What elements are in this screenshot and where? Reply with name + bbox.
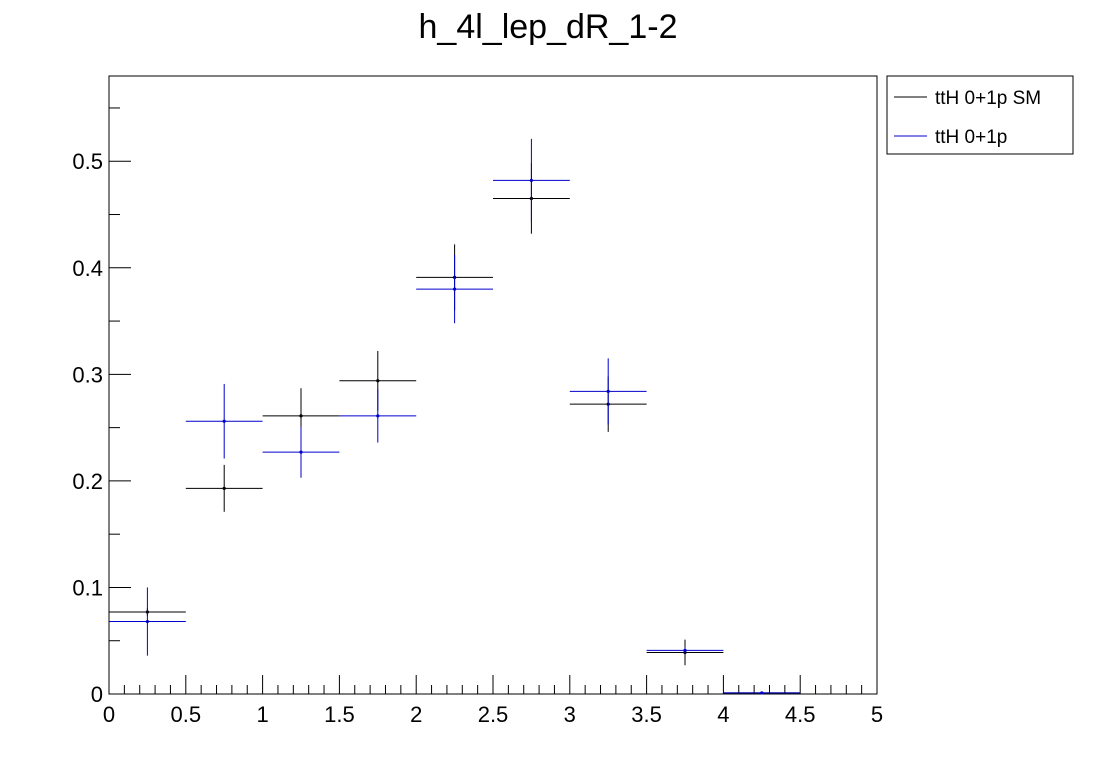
data-point [493,138,570,222]
y-tick-label: 0 [91,682,103,707]
data-point [569,358,647,425]
legend-label-bsm: ttH 0+1p [935,127,1007,148]
data-point [185,383,263,459]
marker [222,419,226,423]
series-1 [109,138,801,695]
x-tick-label: 5 [871,702,883,727]
marker [529,178,534,183]
marker [222,486,226,490]
legend-box [886,75,1074,155]
x-tick-label: 1.5 [324,702,355,727]
marker [299,414,303,418]
y-tick-label: 0.4 [72,256,103,281]
x-tick-label: 1 [256,702,268,727]
data-point [339,389,417,443]
marker [376,414,380,418]
y-tick-label: 0.3 [72,362,103,387]
y-tick-label: 0.1 [72,575,103,600]
x-tick-label: 0.5 [171,702,202,727]
legend: ttH 0+1p SM ttH 0+1p [886,75,1074,155]
chart-title: h_4l_lep_dR_1-2 [419,8,678,46]
x-tick-label: 3.5 [631,702,662,727]
series-0 [109,163,801,695]
y-axis: 0 0.1 0.2 0.3 0.4 0.5 [72,107,131,707]
data-point [185,464,263,512]
x-tick-label: 2.5 [478,702,509,727]
marker [606,389,610,393]
marker [683,648,687,652]
x-tick-label: 0 [103,702,115,727]
marker [145,619,149,624]
data-point [646,647,724,654]
marker [453,287,457,291]
x-tick-label: 4.5 [785,702,816,727]
data-point [262,426,340,478]
x-tick-label: 3 [564,702,576,727]
y-tick-label: 0.2 [72,469,103,494]
marker [760,691,764,695]
legend-label-sm: ttH 0+1p SM [935,88,1041,109]
x-tick-label: 4 [717,702,729,727]
x-axis: 0 0.5 1 1.5 2 2.5 3 3.5 4 4.5 5 [103,675,883,727]
data-point [109,587,186,656]
data-point [416,255,493,324]
data-point [723,691,801,695]
y-tick-label: 0.5 [72,149,103,174]
marker [299,450,303,454]
data-series [109,138,801,695]
x-tick-label: 2 [410,702,422,727]
marker [376,379,380,383]
